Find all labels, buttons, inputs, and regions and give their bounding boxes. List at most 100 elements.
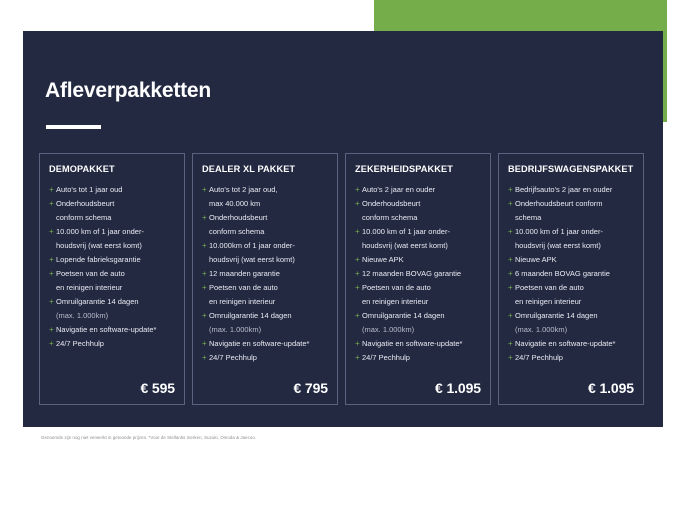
package-feature-text: 10.000 km of 1 jaar onder- (362, 226, 450, 236)
plus-icon: + (202, 352, 207, 362)
plus-icon: + (508, 338, 513, 348)
package-feature-item: +24/7 Pechhulp (508, 352, 634, 364)
footnote-text: Genoemde zijn nog niet verwerkt in getoo… (41, 435, 257, 440)
package-price: € 1.095 (587, 380, 634, 396)
package-feature-text: 24/7 Pechhulp (515, 352, 563, 362)
package-feature-text: Onderhoudsbeurt (209, 212, 268, 222)
package-feature-item: +en reinigen interieur (49, 282, 175, 294)
package-feature-text: (max. 1.000km) (515, 324, 568, 334)
package-card-title: DEMOPAKKET (49, 164, 115, 174)
plus-icon: + (49, 185, 54, 194)
package-feature-text: Onderhoudsbeurt (362, 198, 421, 208)
package-feature-text: Onderhoudsbeurt (56, 198, 115, 208)
package-card[interactable]: ZEKERHEIDSPAKKET + Auto's 2 jaar en ouder +… (345, 153, 491, 405)
package-feature-text: 24/7 Pechhulp (209, 352, 257, 362)
plus-icon: + (508, 310, 513, 320)
package-price: € 795 (293, 380, 328, 396)
package-feature-item: + Nieuwe APK (508, 254, 634, 266)
package-feature-item: + Nieuwe APK (355, 254, 481, 266)
plus-icon: + (202, 240, 207, 250)
package-feature-item: + Omruilgarantie 14 dagen (202, 310, 328, 322)
package-cards-row: DEMOPAKKET + Auto's tot 1 jaar oud + Onderho… (39, 153, 647, 405)
package-feature-item: +10.000 km of 1 jaar onder- (49, 226, 175, 238)
package-feature-text: (max. 1.000km) (362, 324, 415, 334)
package-feature-text: Bedrijfsauto's 2 jaar en ouder (515, 185, 613, 194)
package-feature-text: houdsvrij (wat eerst komt) (515, 240, 601, 250)
plus-icon: + (508, 185, 513, 194)
package-feature-item: + Onderhoudsbeurt conform (508, 198, 634, 210)
package-feature-text: Omruilgarantie 14 dagen (362, 310, 445, 320)
package-feature-text: 24/7 Pechhulp (56, 338, 104, 348)
package-feature-item: +10.000km of 1 jaar onder- (202, 240, 328, 252)
plus-icon: + (355, 282, 360, 292)
package-feature-text: en reinigen interieur (362, 296, 429, 306)
package-feature-item: +(max. 1.000km) (508, 324, 634, 336)
package-feature-item: +max 40.000 km (202, 198, 328, 210)
package-card[interactable]: DEALER XL PAKKET+Auto's tot 2 jaar oud,+… (192, 153, 338, 405)
package-feature-item: + Navigatie en software-update* (508, 338, 634, 350)
package-feature-text: 12 maanden garantie (209, 268, 280, 278)
plus-icon: + (508, 352, 513, 362)
plus-icon: + (355, 254, 360, 264)
package-feature-text: Auto's tot 2 jaar oud, (209, 185, 278, 194)
package-feature-item: + Poetsen van de auto (202, 282, 328, 294)
plus-icon: + (202, 268, 207, 278)
package-feature-text: Navigatie en software-update* (515, 338, 616, 348)
package-feature-item: +schema (508, 212, 634, 224)
package-feature-text: en reinigen interieur (515, 296, 582, 306)
package-feature-text: 10.000km of 1 jaar onder- (209, 240, 295, 250)
package-card[interactable]: BEDRIJFSWAGENSPAKKET + Bedrijfsauto's 2 ja… (498, 153, 644, 405)
package-feature-text: Omruilgarantie 14 dagen (515, 310, 598, 320)
package-feature-item: +24/7 Pechhulp (202, 352, 328, 364)
plus-icon: + (202, 310, 207, 320)
package-feature-text: Navigatie en software-update* (362, 338, 463, 348)
package-feature-list: +Auto's tot 1 jaar oud+Onderhoudsbeurt+c… (49, 184, 175, 374)
plus-icon: + (202, 282, 207, 292)
package-feature-text: en reinigen interieur (56, 282, 123, 292)
package-feature-item: + Omruilgarantie 14 dagen (49, 296, 175, 308)
package-feature-item: + Poetsen van de auto (355, 282, 481, 294)
plus-icon: + (49, 268, 54, 278)
package-feature-item: +(max. 1.000km) (355, 324, 481, 336)
package-feature-item: +10.000 km of 1 jaar onder- (355, 226, 481, 238)
plus-icon: + (49, 338, 54, 348)
package-feature-text: en reinigen interieur (209, 296, 276, 306)
package-feature-item: +24/7 Pechhulp (355, 352, 481, 364)
package-feature-text: conform schema (56, 212, 112, 222)
plus-icon: + (355, 310, 360, 320)
package-feature-list: + Bedrijfsauto's 2 jaar en ouder + Onderhou… (508, 184, 634, 374)
package-feature-item: + Navigatie en software-update* (355, 338, 481, 350)
package-feature-item: + Navigatie en software-update* (202, 338, 328, 350)
package-feature-item: + Bedrijfsauto's 2 jaar en ouder (508, 184, 634, 196)
plus-icon: + (49, 324, 54, 334)
package-feature-text: schema (515, 212, 542, 222)
package-feature-text: 24/7 Pechhulp (362, 352, 410, 362)
afleverpakketten-panel: Afleverpakketten DEMOPAKKET + Auto's tot 1… (23, 31, 663, 427)
package-feature-text: Onderhoudsbeurt conform (515, 198, 603, 208)
package-feature-text: Poetsen van de auto (209, 282, 278, 292)
package-feature-item: + Poetsen van de auto (508, 282, 634, 294)
package-feature-item: + Auto's 2 jaar en ouder (355, 184, 481, 196)
package-feature-item: +houdsvrij (wat eerst komt) (355, 240, 481, 252)
package-feature-text: Lopende fabrieksgarantie (56, 254, 141, 264)
package-feature-item: + Lopende fabrieksgarantie (49, 254, 175, 266)
plus-icon: + (202, 185, 207, 194)
package-card[interactable]: DEMOPAKKET + Auto's tot 1 jaar oud + Onderho… (39, 153, 185, 405)
package-feature-item: + Auto's tot 1 jaar oud (49, 184, 175, 196)
package-feature-item: +houdsvrij (wat eerst komt) (202, 254, 328, 266)
package-feature-text: Auto's tot 1 jaar oud (56, 185, 123, 194)
package-feature-item: +6 maanden BOVAG garantie (508, 268, 634, 280)
package-feature-text: Auto's 2 jaar en ouder (362, 185, 436, 194)
package-feature-text: Omruilgarantie 14 dagen (209, 310, 292, 320)
package-feature-item: + Omruilgarantie 14 dagen (508, 310, 634, 322)
plus-icon: + (49, 296, 54, 306)
package-card-title: DEALER XL PAKKET (202, 164, 296, 174)
package-card-title: BEDRIJFSWAGENSPAKKET (508, 164, 634, 174)
package-feature-text: conform schema (362, 212, 418, 222)
plus-icon: + (508, 268, 513, 278)
package-feature-item: +(max. 1.000km) (202, 324, 328, 336)
package-feature-text: 10.000 km of 1 jaar onder- (515, 226, 603, 236)
plus-icon: + (202, 212, 207, 222)
package-feature-item: +24/7 Pechhulp (49, 338, 175, 350)
package-feature-item: + Navigatie en software-update* (49, 324, 175, 336)
